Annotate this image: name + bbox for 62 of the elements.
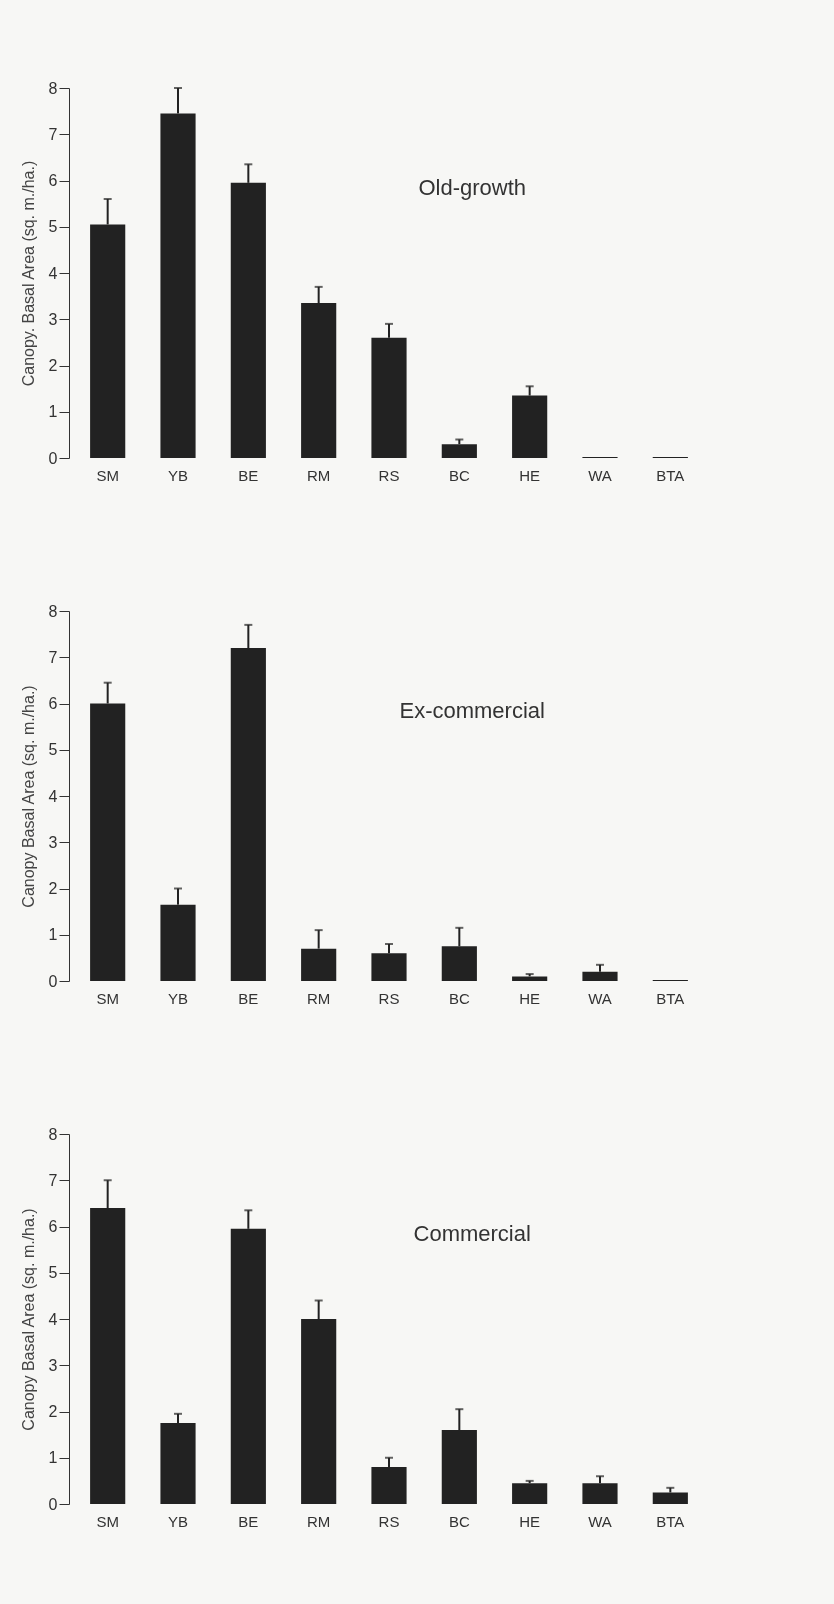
x-tick-label: BE <box>238 466 259 484</box>
y-tick-label: 4 <box>48 787 58 805</box>
bar <box>441 444 477 458</box>
y-tick-label: 6 <box>48 695 58 712</box>
x-tick-label: HE <box>519 989 541 1007</box>
y-tick-label: 6 <box>48 172 58 189</box>
x-tick-label: HE <box>519 466 541 484</box>
x-tick-label: WA <box>588 466 612 484</box>
x-tick-label: BTA <box>656 989 685 1007</box>
y-tick-label: 7 <box>48 648 58 666</box>
y-tick-label: 0 <box>48 972 58 990</box>
x-tick-label: BTA <box>656 1512 685 1530</box>
x-tick-label: BE <box>238 989 259 1007</box>
bar <box>652 1492 688 1504</box>
y-tick-label: 6 <box>48 1218 58 1235</box>
y-tick-label: 4 <box>48 1310 58 1328</box>
y-tick-label: 4 <box>48 264 58 282</box>
y-tick-label: 7 <box>48 125 58 143</box>
y-tick-label: 2 <box>48 880 58 897</box>
y-tick-label: 5 <box>48 741 58 759</box>
x-tick-label: BTA <box>656 466 685 484</box>
x-tick-label: WA <box>588 989 612 1007</box>
y-tick-label: 0 <box>48 1495 58 1513</box>
x-tick-label: HE <box>519 1512 541 1530</box>
x-tick-label: YB <box>168 1512 189 1530</box>
text: Commercial <box>413 1220 531 1246</box>
y-tick-label: 8 <box>48 79 58 97</box>
y-tick-label: 8 <box>48 602 58 620</box>
y-tick-label: 3 <box>48 833 58 851</box>
x-tick-label: RS <box>378 1512 400 1530</box>
y-tick-label: 3 <box>48 1356 58 1374</box>
y-tick-label: 1 <box>48 1449 58 1467</box>
x-tick-label: SM <box>96 989 119 1007</box>
y-tick-label: 7 <box>48 1171 58 1189</box>
x-tick-label: YB <box>168 466 189 484</box>
y-tick-label: 5 <box>48 1264 58 1282</box>
x-tick-label: RM <box>307 1512 331 1530</box>
y-tick-label: 2 <box>48 1403 58 1420</box>
y-axis-title: Canopy. Basal Area (sq. m./ha.) <box>19 160 37 387</box>
text: Ex-commercial <box>399 697 545 723</box>
y-tick-label: 3 <box>48 310 58 328</box>
x-tick-label: RS <box>378 466 400 484</box>
x-tick-label: BC <box>448 466 470 484</box>
text: Old-growth <box>418 174 526 200</box>
x-tick-label: RS <box>378 989 400 1007</box>
x-tick-label: SM <box>96 1512 119 1530</box>
x-tick-label: RM <box>307 466 331 484</box>
x-tick-label: SM <box>96 466 119 484</box>
y-tick-label: 8 <box>48 1125 58 1143</box>
y-tick-label: 1 <box>48 926 58 944</box>
x-tick-label: BC <box>448 989 470 1007</box>
x-tick-label: BE <box>238 1512 259 1530</box>
x-tick-label: RM <box>307 989 331 1007</box>
y-tick-label: 0 <box>48 449 58 467</box>
y-axis-title: Canopy Basal Area (sq. m./ha.) <box>19 1208 37 1431</box>
y-axis-title: Canopy Basal Area (sq. m./ha.) <box>19 685 37 908</box>
y-tick-label: 5 <box>48 218 58 236</box>
x-tick-label: YB <box>168 989 189 1007</box>
x-tick-label: WA <box>588 1512 612 1530</box>
y-tick-label: 1 <box>48 403 58 421</box>
y-tick-label: 2 <box>48 357 58 374</box>
x-tick-label: BC <box>448 1512 470 1530</box>
